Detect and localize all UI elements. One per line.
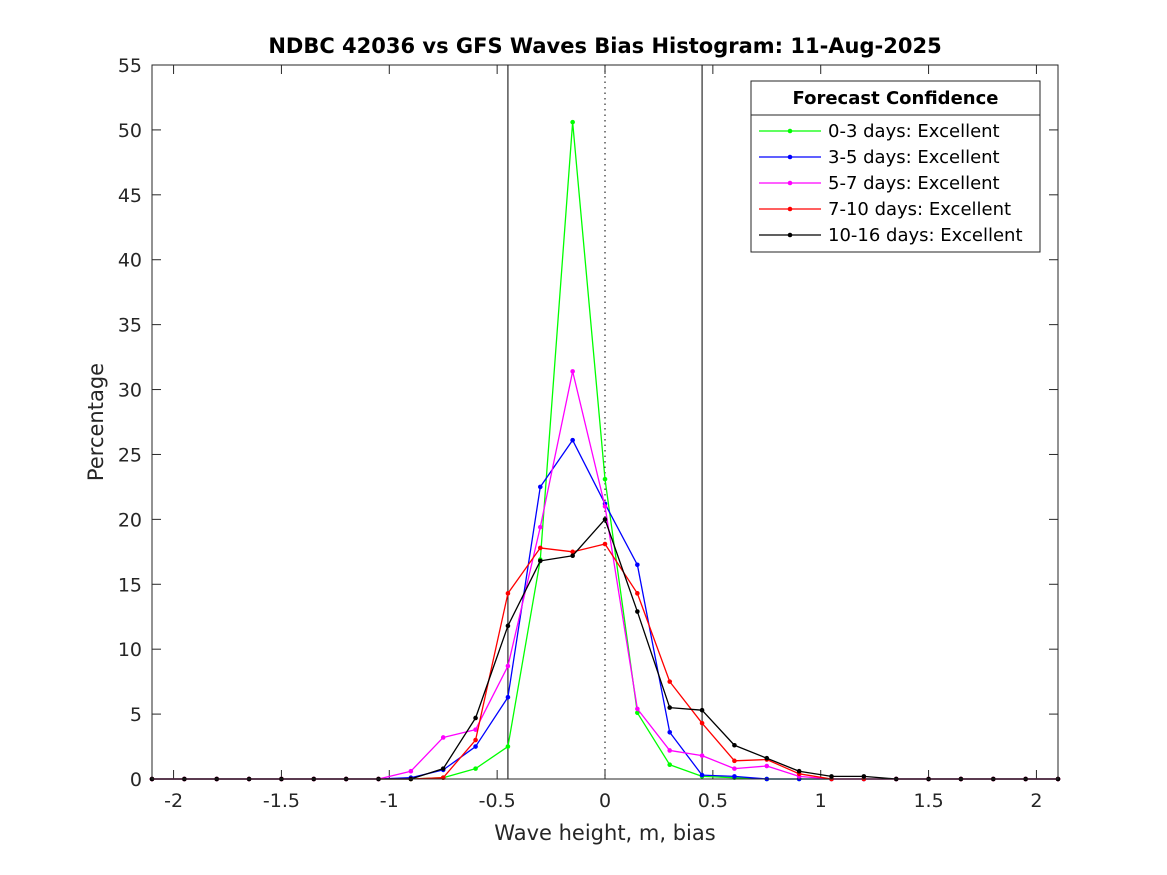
data-point [570,553,575,559]
data-point [699,707,705,713]
x-tick-label: 2 [1030,790,1042,812]
reference-lines [507,65,703,779]
data-point [570,369,575,374]
x-tick-label: 1.5 [913,790,943,812]
data-point [635,706,640,712]
data-point [667,729,673,735]
x-axis-label: Wave height, m, bias [494,821,715,845]
data-point [829,774,834,779]
data-point [440,766,446,771]
y-tick-label: 30 [118,380,142,402]
data-point [635,710,640,716]
legend-swatch-marker [787,206,793,212]
data-point [473,715,478,721]
data-point [505,663,511,669]
y-tick-label: 55 [118,55,142,77]
x-tick-label: -1 [380,790,399,812]
data-point [473,727,478,732]
y-tick-label: 20 [118,509,142,531]
legend-label: 10-16 days: Excellent [828,225,1023,246]
data-point [602,517,608,522]
data-point [505,591,511,596]
x-tick-label: 0.5 [698,790,728,812]
legend-swatch-marker [787,232,793,238]
data-point [635,591,640,596]
data-point [408,768,414,774]
data-point [473,766,478,771]
data-point [537,545,543,551]
x-tick-label: -2 [164,790,183,812]
plot-frame [151,64,1059,780]
legend-label: 0-3 days: Excellent [828,121,1000,142]
legend-item: 7-10 days: Excellent [759,199,1011,220]
legend-item: 3-5 days: Excellent [759,147,1000,168]
data-point [667,679,673,684]
x-tick-label: 0 [599,790,611,812]
legend-swatch-marker [787,180,793,186]
legend-item: 0-3 days: Excellent [759,121,1000,142]
data-point [505,623,511,629]
data-point [699,772,705,778]
data-point [764,755,770,761]
x-tick-label: -1.5 [263,790,300,812]
data-point [602,504,608,509]
data-point [732,742,737,748]
data-point [732,766,737,771]
data-point [764,763,770,769]
y-tick-label: 10 [118,639,142,661]
legend-label: 7-10 days: Excellent [828,199,1011,220]
y-tick-label: 35 [118,315,142,337]
y-tick-label: 15 [118,574,142,596]
data-point [861,774,867,779]
data-point [570,119,575,125]
data-point [602,541,608,547]
y-tick-label: 40 [118,250,142,272]
data-point [473,744,478,749]
legend-box [750,80,1041,253]
data-point [570,437,575,443]
legend-swatch-marker [787,154,793,160]
data-point [440,735,446,740]
legend: Forecast Confidence 0-3 days: Excellent 3… [750,80,1041,253]
y-tick-label: 5 [130,704,142,726]
data-point [537,558,543,564]
legend-item: 10-16 days: Excellent [759,225,1023,246]
data-point [473,737,478,743]
data-point [505,694,511,700]
data-point [602,476,608,482]
y-tick-labels: 0 5 10 15 20 25 30 35 40 45 50 55 [118,55,142,791]
legend-swatch-marker [787,128,793,134]
legend-items: 0-3 days: Excellent 3-5 days: Excellent 5-… [759,121,1023,246]
x-tick-label: -0.5 [479,790,516,812]
legend-title: Forecast Confidence [793,88,999,109]
data-point [667,762,673,768]
y-tick-label: 0 [130,769,142,791]
data-point [667,748,673,753]
y-tick-label: 50 [118,120,142,142]
chart-title: NDBC 42036 vs GFS Waves Bias Histogram: … [268,34,941,58]
data-point [635,609,640,614]
data-point [505,744,511,749]
legend-item: 5-7 days: Excellent [759,173,1000,194]
data-point [537,484,543,490]
legend-label: 3-5 days: Excellent [828,147,1000,168]
x-tick-labels: -2 -1.5 -1 -0.5 0 0.5 1 1.5 2 [164,790,1042,812]
y-tick-label: 25 [118,444,142,466]
data-point [699,753,705,758]
y-axis-label: Percentage [84,363,108,481]
data-point [570,549,575,555]
data-point [732,758,737,764]
data-point [537,524,543,530]
legend-label: 5-7 days: Excellent [828,173,1000,194]
y-tick-label: 45 [118,185,142,207]
data-point [667,705,673,710]
data-point [635,562,640,568]
x-tick-label: 1 [815,790,827,812]
data-point [732,774,737,779]
data-point [699,720,705,726]
data-point [796,768,802,774]
